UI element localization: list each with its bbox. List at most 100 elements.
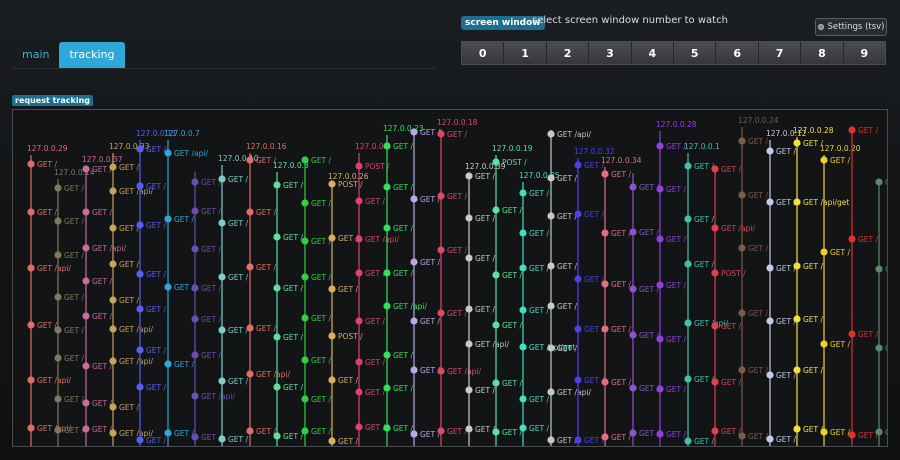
- request-dot[interactable]: [766, 435, 774, 443]
- request-dot[interactable]: [547, 262, 555, 270]
- request-dot[interactable]: [766, 198, 774, 206]
- request-dot[interactable]: [246, 263, 254, 271]
- request-dot[interactable]: [601, 280, 609, 288]
- request-dot[interactable]: [383, 183, 391, 191]
- request-dot[interactable]: [492, 428, 500, 436]
- window-button-4[interactable]: 4: [631, 42, 675, 64]
- request-dot[interactable]: [218, 273, 226, 281]
- request-dot[interactable]: [82, 362, 90, 370]
- tab-tracking[interactable]: tracking: [59, 42, 125, 68]
- request-dot[interactable]: [301, 427, 309, 435]
- request-dot[interactable]: [355, 423, 363, 431]
- request-dot[interactable]: [355, 358, 363, 366]
- request-dot[interactable]: [492, 271, 500, 279]
- request-dot[interactable]: [629, 384, 637, 392]
- request-dot[interactable]: [355, 269, 363, 277]
- request-dot[interactable]: [519, 395, 527, 403]
- request-dot[interactable]: [574, 210, 582, 218]
- request-dot[interactable]: [82, 208, 90, 216]
- request-dot[interactable]: [328, 332, 336, 340]
- request-dot[interactable]: [410, 317, 418, 325]
- request-dot[interactable]: [738, 309, 746, 317]
- request-dot[interactable]: [164, 215, 172, 223]
- request-dot[interactable]: [328, 285, 336, 293]
- request-dot[interactable]: [547, 436, 555, 444]
- tab-main[interactable]: main: [22, 48, 50, 61]
- request-dot[interactable]: [848, 431, 856, 439]
- request-dot[interactable]: [82, 244, 90, 252]
- request-dot[interactable]: [191, 207, 199, 215]
- request-dot[interactable]: [273, 181, 281, 189]
- request-dot[interactable]: [601, 325, 609, 333]
- request-dot[interactable]: [519, 264, 527, 272]
- request-dot[interactable]: [383, 351, 391, 359]
- request-dot[interactable]: [136, 346, 144, 354]
- request-dot[interactable]: [109, 296, 117, 304]
- request-dot[interactable]: [136, 305, 144, 313]
- request-dot[interactable]: [328, 437, 336, 445]
- request-dot[interactable]: [191, 284, 199, 292]
- request-dot[interactable]: [437, 309, 445, 317]
- request-dot[interactable]: [656, 281, 664, 289]
- request-dot[interactable]: [711, 165, 719, 173]
- request-dot[interactable]: [793, 139, 801, 147]
- request-dot[interactable]: [273, 333, 281, 341]
- request-dot[interactable]: [246, 324, 254, 332]
- request-dot[interactable]: [601, 378, 609, 386]
- request-dot[interactable]: [766, 317, 774, 325]
- request-dot[interactable]: [109, 429, 117, 437]
- request-dot[interactable]: [684, 215, 692, 223]
- request-dot[interactable]: [355, 388, 363, 396]
- request-dot[interactable]: [711, 378, 719, 386]
- request-dot[interactable]: [437, 246, 445, 254]
- request-dot[interactable]: [54, 184, 62, 192]
- request-dot[interactable]: [54, 354, 62, 362]
- request-dot[interactable]: [301, 237, 309, 245]
- request-dot[interactable]: [766, 264, 774, 272]
- request-dot[interactable]: [383, 384, 391, 392]
- request-dot[interactable]: [273, 233, 281, 241]
- window-button-9[interactable]: 9: [843, 42, 886, 64]
- request-dot[interactable]: [246, 427, 254, 435]
- request-dot[interactable]: [410, 366, 418, 374]
- request-dot[interactable]: [465, 254, 473, 262]
- request-dot[interactable]: [848, 330, 856, 338]
- request-dot[interactable]: [273, 383, 281, 391]
- request-dot[interactable]: [711, 322, 719, 330]
- request-dot[interactable]: [793, 366, 801, 374]
- request-dot[interactable]: [875, 428, 883, 436]
- request-dot[interactable]: [547, 130, 555, 138]
- request-dot[interactable]: [246, 208, 254, 216]
- request-dot[interactable]: [109, 357, 117, 365]
- request-dot[interactable]: [519, 343, 527, 351]
- request-dot[interactable]: [191, 351, 199, 359]
- request-dot[interactable]: [273, 432, 281, 440]
- request-dot[interactable]: [27, 321, 35, 329]
- request-dot[interactable]: [218, 377, 226, 385]
- request-dot[interactable]: [82, 312, 90, 320]
- request-dot[interactable]: [82, 399, 90, 407]
- request-dot[interactable]: [82, 165, 90, 173]
- request-dot[interactable]: [191, 245, 199, 253]
- request-dot[interactable]: [246, 156, 254, 164]
- request-dot[interactable]: [54, 426, 62, 434]
- request-dot[interactable]: [656, 385, 664, 393]
- request-dot[interactable]: [492, 321, 500, 329]
- request-dot[interactable]: [875, 178, 883, 186]
- request-dot[interactable]: [684, 260, 692, 268]
- request-dot[interactable]: [656, 142, 664, 150]
- request-dot[interactable]: [54, 217, 62, 225]
- request-dot[interactable]: [738, 191, 746, 199]
- request-dot[interactable]: [465, 425, 473, 433]
- request-dot[interactable]: [601, 170, 609, 178]
- request-dot[interactable]: [383, 224, 391, 232]
- request-dot[interactable]: [547, 174, 555, 182]
- request-dot[interactable]: [54, 251, 62, 259]
- request-dot[interactable]: [711, 427, 719, 435]
- request-dot[interactable]: [711, 224, 719, 232]
- request-dot[interactable]: [164, 149, 172, 157]
- request-dot[interactable]: [27, 160, 35, 168]
- request-dot[interactable]: [355, 317, 363, 325]
- request-dot[interactable]: [328, 180, 336, 188]
- request-dot[interactable]: [383, 142, 391, 150]
